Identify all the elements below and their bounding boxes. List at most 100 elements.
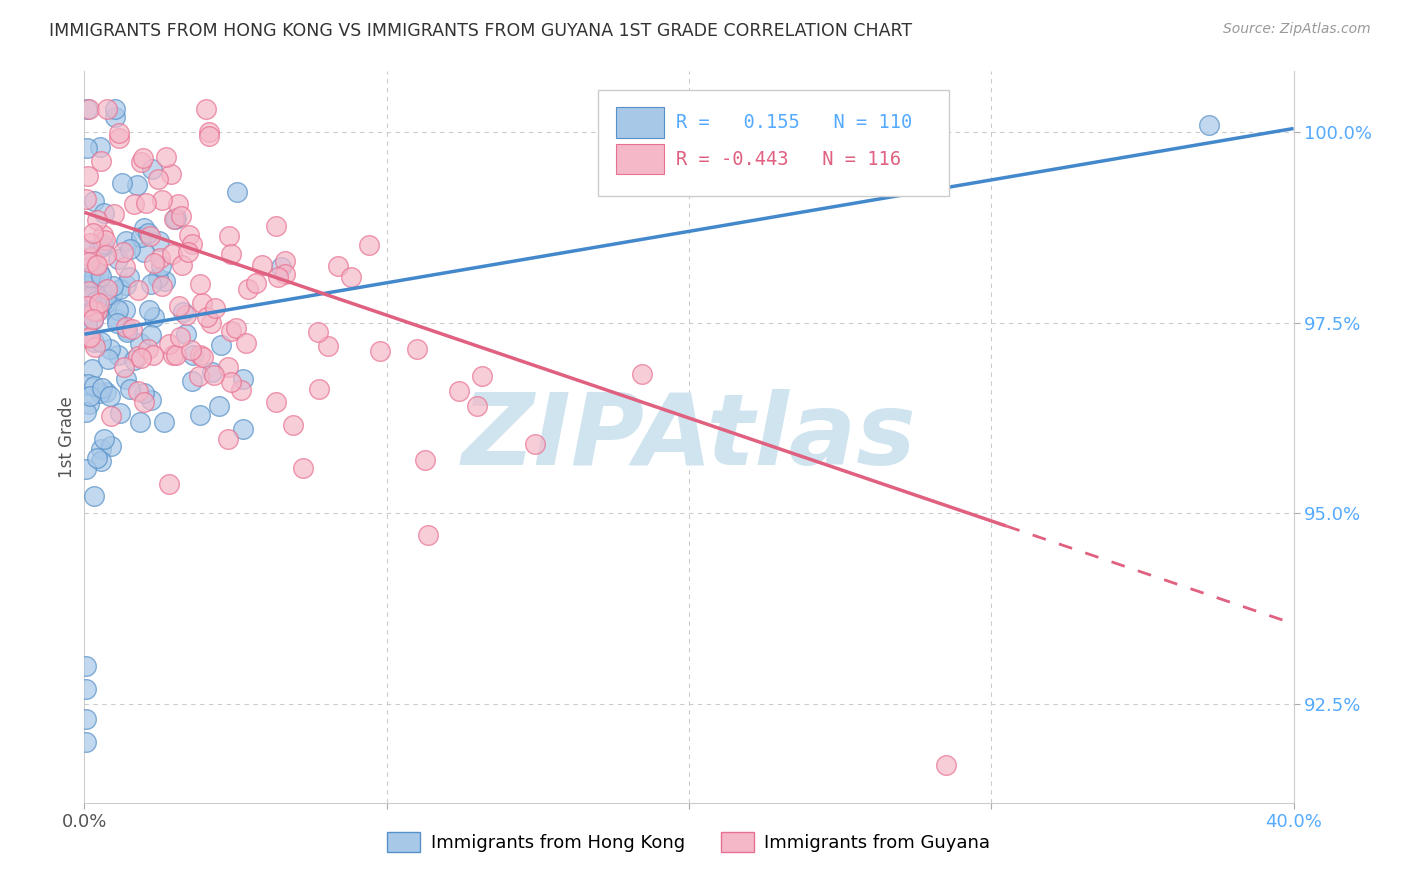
Point (129, 335, 152, 350)
Point (406, 342, 429, 356)
Text: ZIPAtlas: ZIPAtlas (461, 389, 917, 485)
Point (218, 229, 240, 244)
Point (96, 287, 118, 301)
Point (100, 409, 122, 424)
Point (91, 295, 114, 310)
Point (79, 255, 101, 269)
Point (274, 254, 297, 268)
Point (141, 161, 163, 176)
Point (83, 334, 105, 349)
Point (82, 312, 104, 326)
Point (245, 276, 267, 290)
Point (157, 337, 180, 351)
Point (165, 348, 187, 362)
Point (250, 258, 273, 272)
Point (117, 322, 139, 336)
Point (142, 348, 165, 362)
Point (150, 278, 173, 293)
Point (75, 405, 97, 419)
Point (105, 316, 128, 330)
Point (177, 227, 200, 242)
Point (77, 330, 100, 344)
Point (91, 381, 114, 395)
Point (165, 211, 187, 225)
Point (80, 291, 103, 305)
Point (163, 212, 186, 227)
Point (274, 267, 297, 281)
Point (86, 213, 108, 227)
Point (76, 243, 98, 257)
Point (76, 169, 98, 183)
Point (318, 339, 340, 353)
Point (90, 154, 112, 169)
Point (132, 151, 155, 165)
Point (291, 461, 314, 475)
Point (79, 330, 101, 344)
Point (100, 439, 122, 453)
Point (157, 477, 180, 491)
Point (77, 285, 100, 299)
Point (98, 389, 121, 403)
Point (84, 293, 107, 308)
Point (264, 395, 287, 409)
Point (86, 451, 108, 466)
Point (122, 352, 145, 367)
Point (115, 372, 138, 386)
Point (94, 248, 117, 262)
Point (77, 293, 100, 308)
Point (107, 348, 129, 362)
Point (108, 131, 131, 145)
FancyBboxPatch shape (616, 144, 664, 175)
Point (283, 417, 305, 432)
Point (97, 351, 120, 366)
Point (326, 259, 349, 273)
Point (226, 185, 249, 199)
Point (79, 235, 101, 250)
Point (75, 658, 97, 673)
Point (219, 247, 242, 261)
FancyBboxPatch shape (616, 107, 664, 138)
Point (127, 283, 149, 297)
Point (83, 194, 105, 208)
Point (180, 343, 202, 358)
Point (96, 103, 118, 117)
Point (90, 454, 112, 468)
Point (232, 372, 254, 386)
Point (191, 295, 214, 310)
Point (90, 334, 112, 349)
Point (188, 348, 211, 362)
Point (111, 245, 134, 260)
Point (79, 289, 101, 303)
Point (172, 258, 194, 272)
Point (83, 489, 105, 503)
Point (91, 236, 114, 251)
Point (120, 242, 142, 256)
Point (94, 295, 117, 310)
Text: IMMIGRANTS FROM HONG KONG VS IMMIGRANTS FROM GUYANA 1ST GRADE CORRELATION CHART: IMMIGRANTS FROM HONG KONG VS IMMIGRANTS … (49, 22, 912, 40)
Point (523, 437, 546, 451)
Point (122, 197, 145, 211)
Point (80, 362, 103, 376)
Point (104, 110, 127, 124)
Point (114, 302, 136, 317)
Point (86, 259, 108, 273)
Y-axis label: 1st Grade: 1st Grade (58, 396, 76, 478)
Point (308, 383, 330, 397)
Text: Source: ZipAtlas.com: Source: ZipAtlas.com (1223, 22, 1371, 37)
Point (181, 374, 204, 388)
Point (187, 369, 209, 384)
Point (176, 327, 198, 342)
Point (236, 282, 259, 296)
Point (77, 103, 100, 117)
Point (413, 452, 436, 467)
Point (167, 299, 190, 313)
Point (138, 302, 160, 317)
Point (103, 279, 125, 293)
Point (197, 125, 219, 139)
Point (221, 375, 243, 389)
Point (125, 178, 148, 192)
Point (195, 310, 218, 324)
Point (176, 308, 198, 322)
Point (149, 251, 172, 265)
Point (193, 350, 215, 364)
